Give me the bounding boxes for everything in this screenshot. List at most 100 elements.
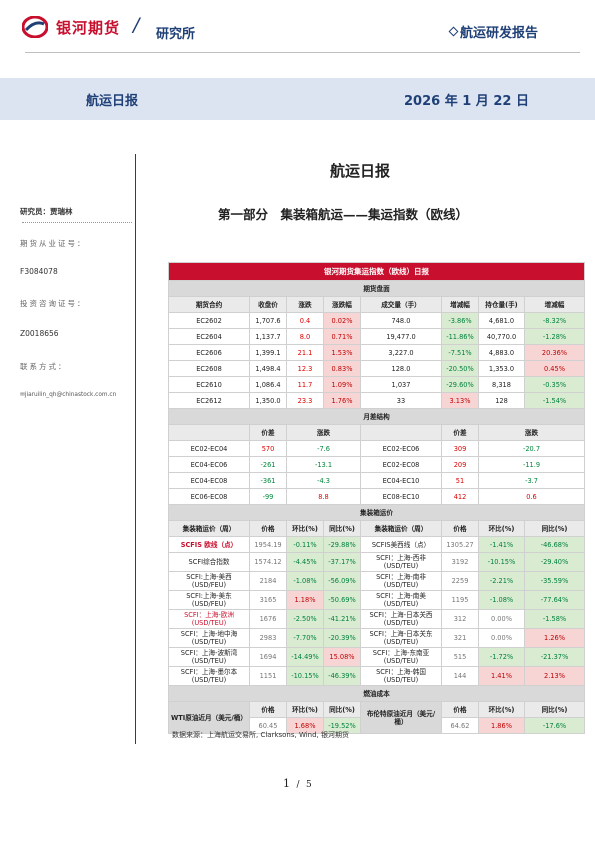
spread-value: -361 [249,472,287,489]
freight-yoy: -29.40% [524,552,585,572]
close-price: 1,137.7 [249,328,287,345]
freight-yoy: -77.64% [524,590,585,610]
freight-route: SCFI：上海-日本关东(USD/TEU) [360,628,442,648]
fuel-section-title: 燃油成本 [168,685,585,702]
fuel-header: 环比(%) [286,701,324,718]
oi-change: -8.32% [524,312,585,329]
table-title: 银河期货集运指数（欧线）日报 [168,262,585,281]
spread-change: -7.6 [286,440,361,457]
email-address[interactable]: jiaruilin_qh@chinastock.com.cn [24,392,117,398]
open-interest: 4,681.0 [478,312,525,329]
futures-header: 涨跌幅 [323,296,361,313]
spread-section-title: 月差结构 [168,408,585,425]
freight-price: 1305.27 [441,536,479,553]
fuel-header: 同比(%) [323,701,361,718]
wti-label: WTI原油近月（美元/桶） [168,701,250,734]
license-number: F3084078 [20,267,58,276]
volume-change: -7.51% [441,344,479,361]
contract: EC2610 [168,376,250,393]
futures-header: 增减幅 [524,296,585,313]
table-row: SCFI：上海-欧洲(USD/TEU) 1676 -2.50% -41.21% … [168,609,585,629]
freight-yoy: 1.26% [524,628,585,648]
change: 8.0 [286,328,324,345]
freight-route: SCFI：上海-欧洲(USD/TEU) [168,609,250,629]
close-price: 1,498.4 [249,360,287,377]
report-title: 航运日报 [330,162,391,180]
open-interest: 1,353.0 [478,360,525,377]
data-source: 数据来源：上海航运交易所, Clarksons, Wind, 银河期货 [172,731,350,739]
freight-header: 价格 [249,520,287,537]
freight-price: 2259 [441,571,479,591]
spread-value: 51 [441,472,479,489]
spread-header: 涨跌 [478,424,585,441]
close-price: 1,086.4 [249,376,287,393]
fuel-header: 价格 [441,701,479,718]
change: 0.4 [286,312,324,329]
brent-price: 64.62 [441,717,479,734]
futures-header: 成交量（手） [360,296,442,313]
fuel-header: 价格 [249,701,287,718]
freight-wow: -2.50% [286,609,324,629]
spread-change: -4.3 [286,472,361,489]
freight-wow: -4.45% [286,552,324,572]
volume: 128.0 [360,360,442,377]
license-label: 期货从业证号： [20,239,87,248]
wti-wow: 1.68% [286,717,324,734]
freight-header: 同比(%) [323,520,361,537]
table-row: EC2608 1,498.4 12.3 0.83% 128.0 -20.50% … [168,360,585,377]
freight-route: SCFI：上海-日本关西(USD/TEU) [360,609,442,629]
open-interest: 128 [478,392,525,409]
spread-value: 209 [441,456,479,473]
table-row: EC2610 1,086.4 11.7 1.09% 1,037 -29.60% … [168,376,585,393]
freight-yoy: -46.68% [524,536,585,553]
oi-change: -1.54% [524,392,585,409]
futures-header: 增减幅 [441,296,479,313]
diamond-icon [448,26,459,37]
freight-wow: -1.08% [286,571,324,591]
wti-yoy: -19.52% [323,717,361,734]
futures-section-title: 期货盘面 [168,280,585,297]
spread-pair: EC04-EC08 [168,472,250,489]
spread-change: -13.1 [286,456,361,473]
freight-wow: -1.08% [478,590,525,610]
freight-wow: -1.72% [478,647,525,667]
table-row: EC06-EC08 -99 8.8 EC08-EC10 412 0.6 [168,488,585,505]
freight-header: 环比(%) [478,520,525,537]
freight-route: SCFI：上海-地中海(USD/TEU) [168,628,250,648]
freight-header: 集装箱运价（周） [360,520,442,537]
spread-value: 412 [441,488,479,505]
spread-pair: EC02-EC04 [168,440,250,457]
freight-wow: 1.41% [478,666,525,686]
freight-route: SCFI：上海-南非(USD/TEU) [360,571,442,591]
table-row: EC2606 1,399.1 21.1 1.53% 3,227.0 -7.51%… [168,344,585,361]
freight-route: SCFI：上海-波斯湾(USD/TEU) [168,647,250,667]
open-interest: 40,770.0 [478,328,525,345]
band-report-name: 航运日报 [86,94,139,109]
email-line[interactable]: ✉jiaruilin_qh@chinastock.com.cn [20,392,116,398]
spread-header: 价差 [249,424,287,441]
freight-wow: -10.15% [478,552,525,572]
table-row: EC04-EC08 -361 -4.3 EC04-EC10 51 -3.7 [168,472,585,489]
change: 23.3 [286,392,324,409]
freight-price: 1676 [249,609,287,629]
spread-pair: EC04-EC06 [168,456,250,473]
contract: EC2604 [168,328,250,345]
table-row: SCFI：上海-地中海(USD/TEU) 2983 -7.70% -20.39%… [168,628,585,648]
galaxy-logo-icon [22,16,48,38]
table-row: EC2604 1,137.7 8.0 0.71% 19,477.0 -11.86… [168,328,585,345]
divider [22,222,132,223]
oi-change: -1.28% [524,328,585,345]
spread-header: 价差 [441,424,479,441]
spread-value: 570 [249,440,287,457]
spread-header: 涨跌 [286,424,361,441]
freight-yoy: -20.39% [323,628,361,648]
freight-yoy: -29.88% [323,536,361,553]
institute-name: 研究所 [156,27,196,42]
table-row: EC04-EC06 -261 -13.1 EC02-EC08 209 -11.9 [168,456,585,473]
page-number: 1 / 5 [283,777,312,790]
freight-price: 2983 [249,628,287,648]
freight-wow: 0.00% [478,609,525,629]
close-price: 1,350.0 [249,392,287,409]
logo-text: 银河期货 [56,19,121,37]
spread-change: 8.8 [286,488,361,505]
